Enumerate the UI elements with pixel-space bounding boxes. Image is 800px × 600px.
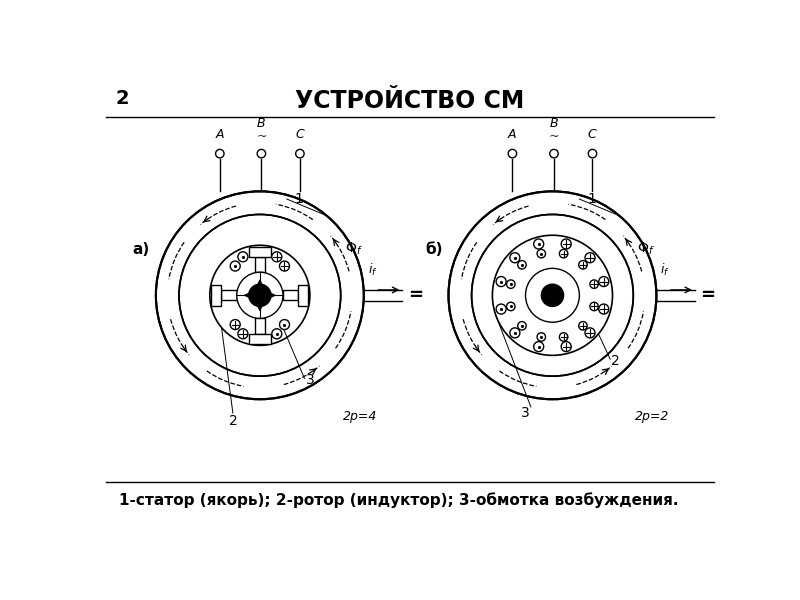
Circle shape — [279, 320, 290, 329]
Text: а): а) — [133, 242, 150, 257]
Circle shape — [510, 328, 520, 338]
Polygon shape — [211, 284, 222, 306]
Circle shape — [296, 149, 304, 158]
Circle shape — [559, 250, 568, 258]
Polygon shape — [255, 319, 265, 334]
Circle shape — [590, 280, 598, 289]
Circle shape — [472, 214, 634, 376]
Circle shape — [559, 333, 568, 341]
Text: 2p=2: 2p=2 — [635, 410, 670, 422]
Circle shape — [526, 268, 579, 322]
Circle shape — [506, 280, 515, 289]
Polygon shape — [298, 284, 308, 306]
Circle shape — [518, 260, 526, 269]
Text: 2p=4: 2p=4 — [342, 410, 377, 422]
Circle shape — [230, 261, 240, 271]
Text: =: = — [700, 286, 715, 304]
Text: 1: 1 — [587, 192, 596, 206]
Polygon shape — [255, 257, 265, 272]
Text: $A$: $A$ — [214, 128, 225, 141]
Circle shape — [585, 253, 595, 263]
Text: $C$: $C$ — [294, 128, 306, 141]
Polygon shape — [222, 290, 237, 301]
Circle shape — [537, 250, 546, 258]
Circle shape — [578, 322, 587, 330]
Circle shape — [238, 252, 248, 262]
Circle shape — [506, 302, 515, 311]
Text: =: = — [408, 286, 422, 304]
Circle shape — [561, 239, 571, 249]
Circle shape — [534, 341, 544, 352]
Circle shape — [249, 284, 270, 306]
Text: $A$: $A$ — [507, 128, 518, 141]
Polygon shape — [283, 290, 298, 301]
Circle shape — [537, 333, 546, 341]
Circle shape — [156, 191, 364, 399]
Text: $i_f$: $i_f$ — [368, 262, 378, 278]
Text: $B$: $B$ — [257, 117, 266, 130]
Circle shape — [585, 328, 595, 338]
Circle shape — [492, 235, 613, 355]
Circle shape — [588, 149, 597, 158]
Circle shape — [210, 245, 310, 346]
Polygon shape — [249, 247, 270, 257]
Text: $\Phi_f$: $\Phi_f$ — [637, 241, 655, 257]
Circle shape — [542, 284, 563, 306]
Text: ~: ~ — [256, 130, 266, 143]
Text: $i_f$: $i_f$ — [660, 262, 670, 278]
Circle shape — [496, 304, 506, 314]
Circle shape — [578, 260, 587, 269]
Text: $B$: $B$ — [549, 117, 559, 130]
Circle shape — [534, 239, 544, 249]
Circle shape — [508, 149, 517, 158]
Circle shape — [179, 214, 341, 376]
Text: $\Phi_f$: $\Phi_f$ — [345, 241, 362, 257]
Circle shape — [237, 272, 283, 319]
Text: 3: 3 — [521, 406, 530, 420]
Circle shape — [238, 329, 248, 339]
Circle shape — [215, 149, 224, 158]
Text: 1: 1 — [294, 192, 303, 206]
Text: $C$: $C$ — [587, 128, 598, 141]
Text: ~: ~ — [549, 130, 559, 143]
Circle shape — [496, 277, 506, 287]
Text: 2: 2 — [116, 89, 130, 108]
Circle shape — [449, 191, 657, 399]
Circle shape — [279, 261, 290, 271]
Circle shape — [561, 341, 571, 352]
Text: УСТРОЙСТВО СМ: УСТРОЙСТВО СМ — [295, 89, 525, 113]
Circle shape — [230, 320, 240, 329]
Circle shape — [590, 302, 598, 311]
Circle shape — [598, 277, 609, 287]
Text: 1-статор (якорь); 2-ротор (индуктор); 3-обмотка возбуждения.: 1-статор (якорь); 2-ротор (индуктор); 3-… — [119, 492, 678, 508]
Circle shape — [598, 304, 609, 314]
Text: 2: 2 — [611, 354, 620, 368]
Circle shape — [550, 149, 558, 158]
Circle shape — [518, 322, 526, 330]
Text: б): б) — [426, 242, 443, 257]
Text: 3: 3 — [306, 373, 314, 387]
Circle shape — [510, 253, 520, 263]
Text: 2: 2 — [229, 414, 238, 428]
Polygon shape — [249, 334, 270, 344]
Circle shape — [272, 329, 282, 339]
Circle shape — [257, 149, 266, 158]
Circle shape — [272, 252, 282, 262]
